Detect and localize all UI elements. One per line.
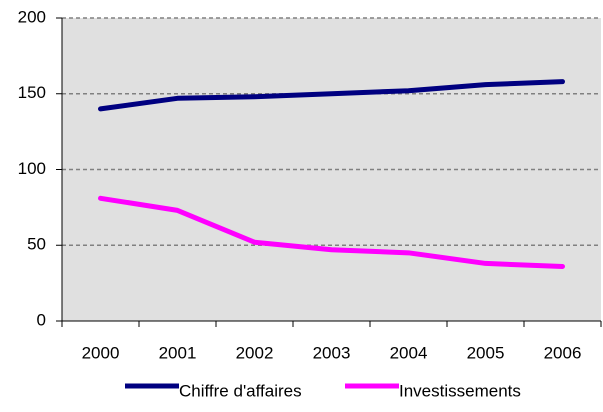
x-tick-label: 2004 — [390, 343, 428, 362]
x-tick-label: 2001 — [159, 343, 197, 362]
legend-label: Investissements — [399, 381, 521, 400]
series-line — [98, 79, 565, 112]
series-line — [98, 195, 565, 269]
y-tick-label: 150 — [18, 83, 46, 102]
x-tick-label: 2000 — [82, 343, 120, 362]
y-tick-label: 0 — [37, 310, 46, 329]
x-tick-label: 2003 — [313, 343, 351, 362]
legend-label: Chiffre d'affaires — [179, 381, 302, 400]
y-tick-label: 200 — [18, 7, 46, 26]
x-tick-label: 2002 — [236, 343, 274, 362]
y-tick-label: 50 — [27, 235, 46, 254]
x-tick-label: 2005 — [467, 343, 505, 362]
x-tick-label: 2006 — [544, 343, 582, 362]
y-tick-label: 100 — [18, 159, 46, 178]
